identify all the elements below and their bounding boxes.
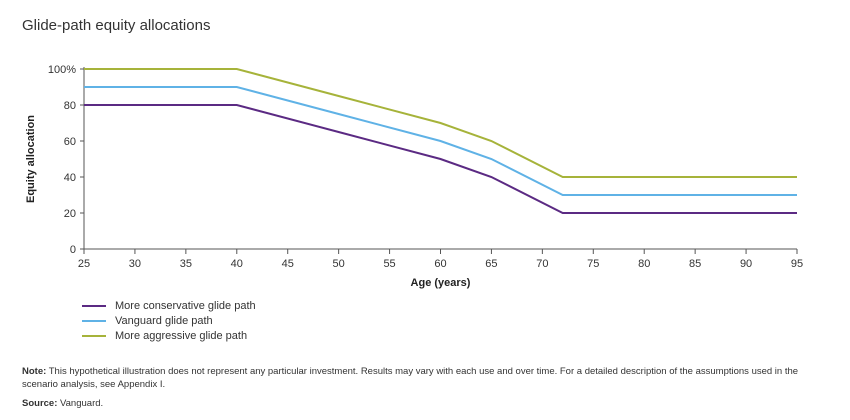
x-tick-label: 75	[587, 258, 599, 270]
legend-item-conservative: More conservative glide path	[82, 298, 256, 313]
x-tick-label: 45	[282, 258, 294, 270]
x-tick-label: 55	[383, 258, 395, 270]
chart-series	[84, 68, 797, 214]
series-line-vanguard	[84, 86, 797, 196]
note-text: This hypothetical illustration does not …	[22, 366, 799, 390]
y-tick-label: 100%	[48, 64, 76, 76]
y-tick-label: 80	[64, 100, 76, 112]
y-tick-label: 20	[64, 208, 76, 220]
x-tick-label: 50	[333, 258, 345, 270]
x-tick-label: 90	[740, 258, 752, 270]
x-tick-label: 80	[638, 258, 650, 270]
legend-label-conservative: More conservative glide path	[115, 299, 256, 312]
legend-label-vanguard: Vanguard glide path	[115, 314, 213, 327]
footnote: Note: This hypothetical illustration doe…	[22, 365, 822, 391]
legend-label-aggressive: More aggressive glide path	[115, 329, 248, 342]
source-line: Source: Vanguard.	[22, 398, 103, 409]
y-tick-label: 0	[70, 244, 76, 256]
y-tick-label: 40	[64, 172, 76, 184]
x-tick-label: 85	[689, 258, 701, 270]
series-line-conservative	[84, 104, 797, 214]
x-tick-label: 30	[129, 258, 141, 270]
source-label: Source:	[22, 398, 58, 409]
y-axis-label: Equity allocation	[25, 115, 37, 203]
chart-title: Glide-path equity allocations	[22, 17, 211, 34]
y-tick-label: 60	[64, 136, 76, 148]
x-tick-label: 95	[791, 258, 803, 270]
chart-axes: 0 20 40 60 80 100% 25 30 35 40 45 50 55 60 65 70 75 80 85 9…	[48, 64, 803, 270]
chart-legend: More conservative glide path Vanguard gl…	[82, 298, 256, 343]
x-tick-label: 60	[434, 258, 446, 270]
x-tick-label: 40	[231, 258, 243, 270]
note-label: Note:	[22, 366, 47, 377]
legend-item-vanguard: Vanguard glide path	[82, 313, 256, 328]
legend-swatch-conservative	[82, 304, 106, 307]
x-axis-label: Age (years)	[411, 277, 471, 289]
x-tick-label: 65	[485, 258, 497, 270]
legend-item-aggressive: More aggressive glide path	[82, 328, 256, 343]
glide-path-chart: 0 20 40 60 80 100% 25 30 35 40 45 50 55 60 65 70 75 80 85 9…	[25, 64, 803, 289]
x-tick-label: 35	[180, 258, 192, 270]
x-tick-label: 25	[78, 258, 90, 270]
source-text: Vanguard.	[57, 398, 104, 409]
legend-swatch-vanguard	[82, 319, 106, 322]
x-tick-label: 70	[536, 258, 548, 270]
legend-swatch-aggressive	[82, 334, 106, 337]
series-line-aggressive	[84, 68, 797, 178]
